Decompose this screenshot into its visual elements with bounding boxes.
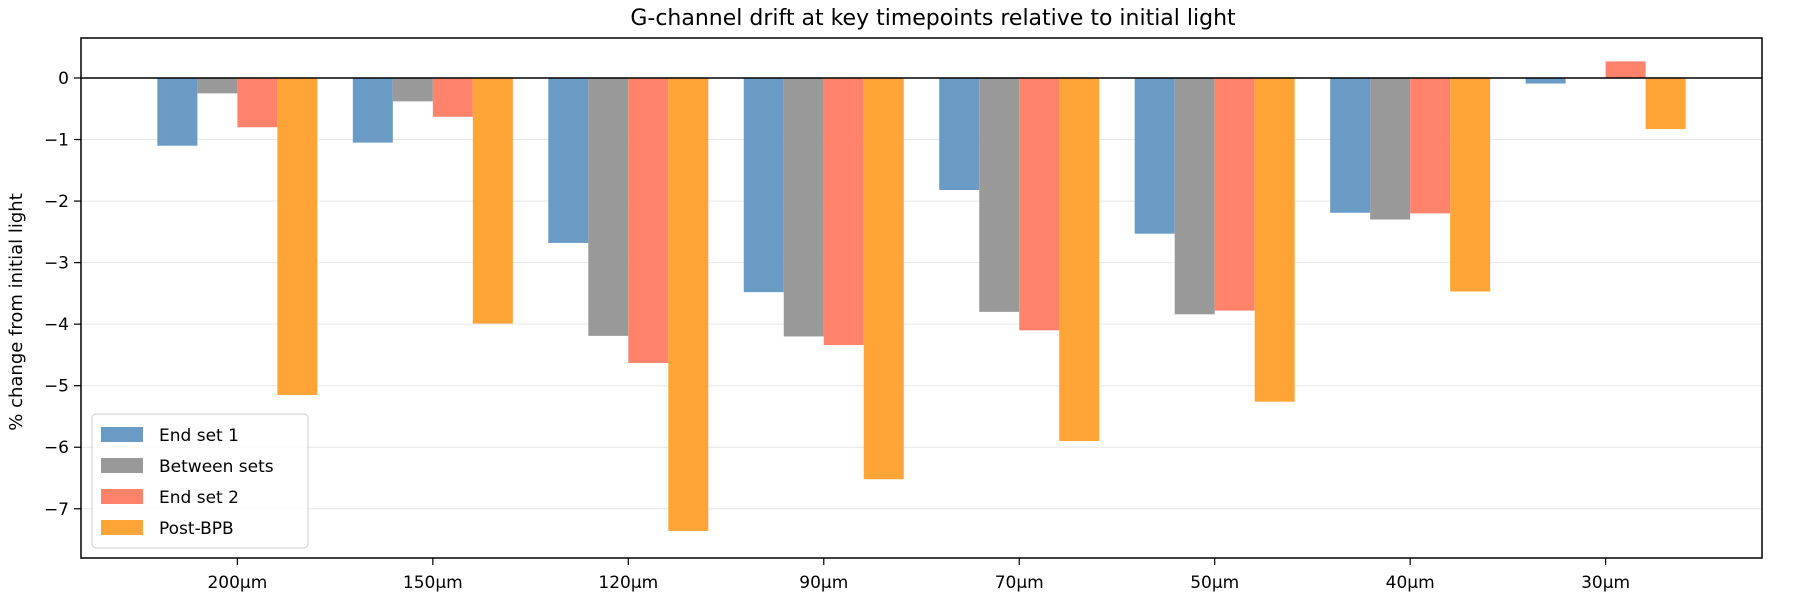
bar xyxy=(197,78,238,94)
legend-box xyxy=(91,413,309,549)
plot-frame xyxy=(80,37,1763,559)
legend-swatch xyxy=(101,427,143,442)
bar xyxy=(1450,78,1491,292)
bar xyxy=(939,78,980,190)
legend-label: End set 2 xyxy=(159,488,239,508)
x-tick-label: 70µm xyxy=(995,573,1044,593)
legend-swatch xyxy=(101,489,143,504)
bar xyxy=(352,78,393,143)
axis-layer: 0 −1 −2 −3 −4 −5 −6 −7 200µm 150µm 120µm 90µm 70µm 50… xyxy=(44,69,1630,593)
bar xyxy=(628,78,669,363)
bar xyxy=(1214,78,1255,311)
y-tick-label: −4 xyxy=(44,315,69,335)
bar xyxy=(1605,61,1646,78)
bar xyxy=(1134,78,1175,234)
y-tick-label: −2 xyxy=(44,192,69,212)
legend-swatch xyxy=(101,458,143,473)
x-tick-label: 40µm xyxy=(1386,573,1435,593)
bar xyxy=(863,78,904,480)
y-tick-label: −1 xyxy=(44,131,69,151)
bar xyxy=(823,78,864,346)
bar xyxy=(237,78,278,128)
x-tick-label: 50µm xyxy=(1190,573,1239,593)
x-tick-label: 150µm xyxy=(403,573,463,593)
bar xyxy=(1410,78,1451,214)
x-tick-label: 200µm xyxy=(207,573,267,593)
bar xyxy=(1370,78,1411,220)
bar xyxy=(1525,78,1566,84)
y-tick-label: −6 xyxy=(44,438,69,458)
bar xyxy=(1254,78,1295,402)
legend-label: End set 1 xyxy=(159,426,239,446)
x-tick-label: 120µm xyxy=(598,573,658,593)
bar xyxy=(432,78,473,117)
bar xyxy=(1174,78,1215,315)
bar xyxy=(743,78,784,293)
bar xyxy=(472,78,513,324)
bar xyxy=(157,78,198,146)
bar xyxy=(1019,78,1060,331)
legend-label: Post-BPB xyxy=(159,519,234,539)
x-tick-label: 30µm xyxy=(1581,573,1630,593)
bar xyxy=(1059,78,1100,442)
bar xyxy=(783,78,824,337)
legend: End set 1 Between sets End set 2 Post-BPB xyxy=(91,413,309,549)
bar xyxy=(548,78,589,243)
bar xyxy=(979,78,1020,312)
bar xyxy=(277,78,318,395)
y-tick-label: −7 xyxy=(44,500,69,520)
bar xyxy=(1330,78,1371,213)
y-tick-label: 0 xyxy=(58,69,69,89)
y-tick-label: −3 xyxy=(44,254,69,274)
bar xyxy=(1645,78,1686,130)
legend-label: Between sets xyxy=(159,457,274,477)
grid-layer xyxy=(81,139,1762,510)
bar xyxy=(392,78,433,102)
bar-layer xyxy=(157,61,1686,531)
chart-title: G-channel drift at key timepoints relati… xyxy=(630,6,1236,31)
x-tick-label: 90µm xyxy=(799,573,848,593)
bar xyxy=(668,78,709,531)
legend-swatch xyxy=(101,520,143,535)
y-tick-label: −5 xyxy=(44,377,69,397)
y-axis-label: % change from initial light xyxy=(6,193,27,431)
bar xyxy=(588,78,629,336)
